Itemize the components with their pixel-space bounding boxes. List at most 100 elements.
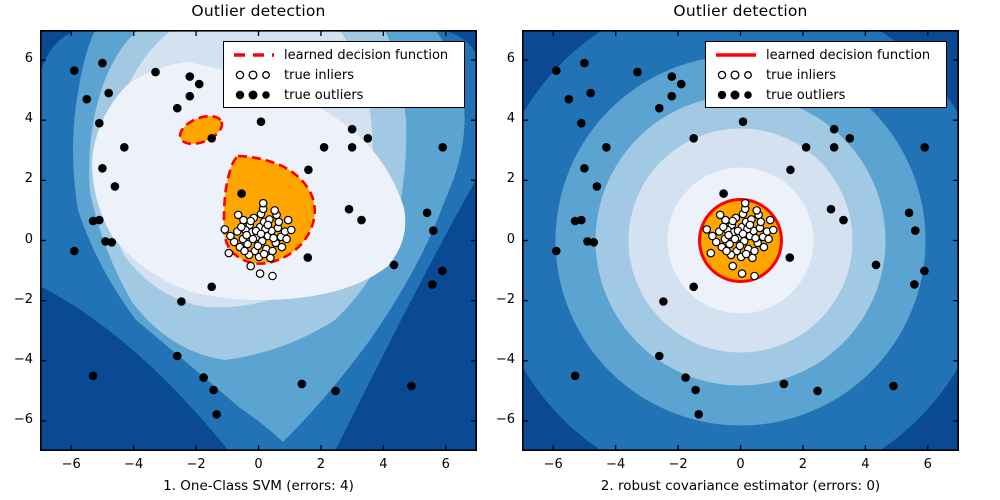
outlier-point <box>667 72 677 81</box>
outlier-point <box>319 143 329 152</box>
outlier-point <box>904 208 914 218</box>
inlier-point <box>737 269 747 278</box>
outlier-point <box>209 385 218 395</box>
outlier-point <box>185 72 195 81</box>
x-tick-label: 2 <box>316 457 326 472</box>
outlier-point <box>98 164 107 173</box>
outlier-point <box>363 134 373 143</box>
open-circles-icon <box>235 70 270 80</box>
outlier-point <box>88 371 98 381</box>
outlier-point <box>82 94 92 104</box>
inlier-point <box>253 241 263 251</box>
inlier-point <box>256 229 266 239</box>
outlier-point <box>120 143 129 152</box>
y-tick-label: −4 <box>13 351 33 367</box>
outlier-point <box>173 103 182 113</box>
outlier-point <box>151 67 160 77</box>
outlier-point <box>207 134 216 143</box>
inlier-point <box>750 271 759 281</box>
outlier-point <box>95 118 104 128</box>
outlier-point <box>659 297 668 306</box>
outlier-point <box>845 134 855 143</box>
y-tick-label: 0 <box>24 231 33 247</box>
inlier-point <box>224 248 234 258</box>
legend-entry-true-inliers: true inliers <box>231 65 460 85</box>
inliers-scatter <box>220 198 296 281</box>
open-circles-icon <box>717 70 752 80</box>
outlier-point <box>694 410 703 419</box>
outlier-point <box>655 351 664 361</box>
y-tick-label: 4 <box>24 111 33 127</box>
axes-spine <box>40 30 477 451</box>
outlier-point <box>70 246 79 256</box>
outlier-point <box>889 381 898 391</box>
inlier-point <box>266 253 275 263</box>
y-tick-label: 2 <box>506 171 515 187</box>
x-tick-label: −6 <box>543 457 563 472</box>
outlier-point <box>829 143 839 152</box>
inlier-point <box>735 241 745 251</box>
outlier-point <box>570 371 580 381</box>
y-tick-label: −6 <box>13 411 33 427</box>
y-tick-label: 2 <box>24 171 33 187</box>
outlier-point <box>237 189 246 198</box>
outlier-point <box>681 373 690 382</box>
outlier-point <box>256 117 266 126</box>
outlier-point <box>719 189 728 198</box>
outlier-point <box>303 253 313 262</box>
outlier-point <box>920 143 929 152</box>
inlier-point <box>728 216 738 226</box>
y-tick-label: −4 <box>495 351 515 367</box>
outlier-point <box>98 58 107 68</box>
outlier-point <box>676 79 686 89</box>
inlier-point <box>740 198 750 208</box>
legend-label: learned decision function <box>284 47 449 63</box>
outlier-point <box>633 67 642 77</box>
inlier-point <box>751 233 760 243</box>
inlier-point <box>708 231 717 241</box>
inlier-point <box>706 248 716 258</box>
inlier-point <box>242 230 251 240</box>
outlier-point <box>344 204 354 214</box>
inlier-point <box>728 261 738 271</box>
inlier-point <box>750 246 759 256</box>
outlier-point <box>347 124 357 134</box>
inlier-point <box>255 269 265 278</box>
inlier-point <box>243 239 252 249</box>
inlier-point <box>268 271 277 281</box>
x-tick-label: 2 <box>798 457 808 472</box>
outlier-point <box>212 410 221 419</box>
outlier-point <box>173 351 182 361</box>
legend-entry-true-outliers: true outliers <box>713 85 942 105</box>
outlier-point <box>207 282 216 292</box>
outlier-point <box>689 134 698 143</box>
x-tick-label: −6 <box>61 457 81 472</box>
inlier-point <box>226 231 235 241</box>
inlier-point <box>719 222 728 232</box>
inlier-point <box>248 234 258 244</box>
outlier-point <box>110 182 120 191</box>
outlier-point <box>779 379 789 389</box>
inlier-point <box>702 225 712 234</box>
outlier-point <box>667 91 677 101</box>
inlier-point <box>748 253 757 263</box>
legend-label: true outliers <box>766 87 846 103</box>
outlier-point <box>185 91 195 101</box>
inlier-point <box>715 210 725 220</box>
outlier-point <box>101 237 110 246</box>
outlier-point <box>580 58 589 68</box>
filled-circles-icon <box>717 90 752 100</box>
outlier-point <box>429 226 438 235</box>
y-tick-label: −2 <box>13 291 33 307</box>
outlier-point <box>357 215 366 225</box>
outlier-point <box>428 280 437 289</box>
inlier-point <box>240 246 249 256</box>
outlier-point <box>826 204 836 214</box>
outlier-point <box>552 66 561 75</box>
inlier-point <box>741 249 751 259</box>
y-tick-label: −2 <box>495 291 515 307</box>
outlier-point <box>438 143 448 152</box>
outlier-point <box>920 266 929 276</box>
outlier-point <box>389 260 399 270</box>
inlier-point <box>764 234 773 244</box>
